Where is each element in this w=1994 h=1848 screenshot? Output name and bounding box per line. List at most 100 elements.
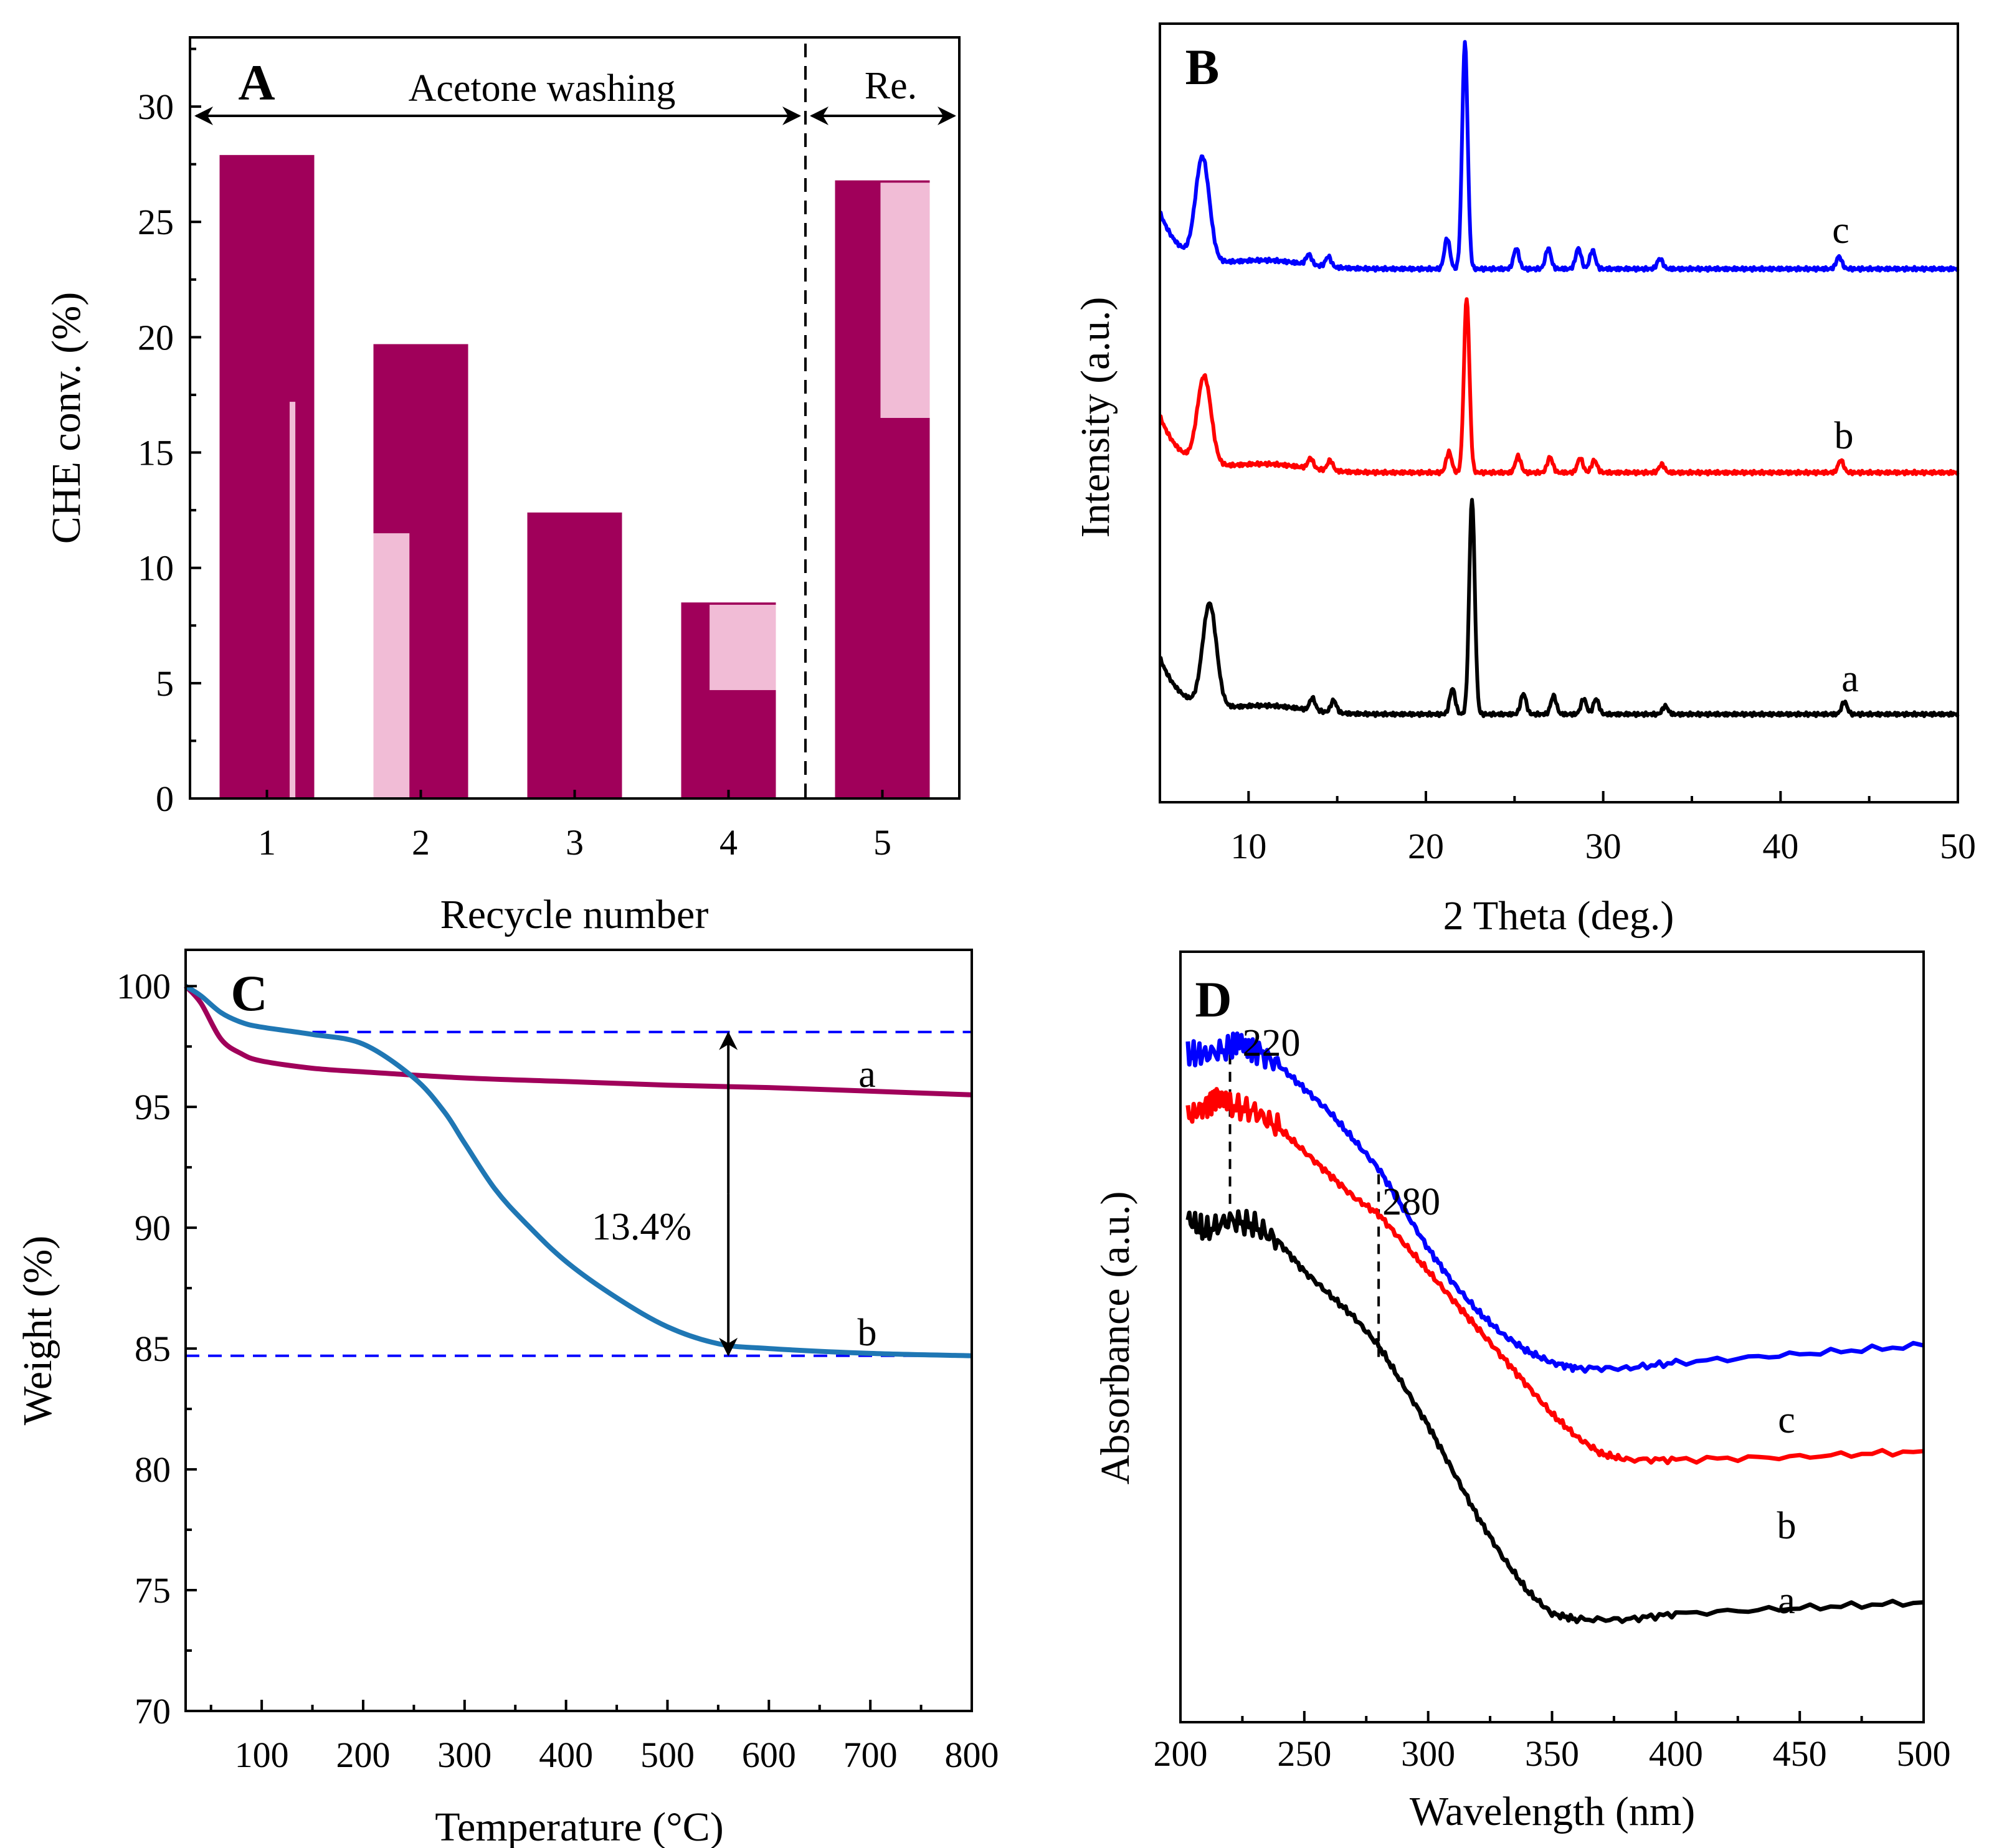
panel-a-x-title: Recycle number: [440, 892, 709, 937]
tga-curve-a: [184, 984, 972, 1097]
y-tick-label-30: 30: [138, 87, 174, 127]
panel-a-x-ticks: 1 2 3 4 5: [258, 790, 891, 863]
curve-label-a: a: [1778, 1580, 1795, 1622]
panel-a-acetone-label: Acetone washing: [409, 67, 676, 110]
y-tick-label-95: 95: [135, 1087, 171, 1127]
y-tick-label-15: 15: [138, 433, 174, 473]
x-tick-label-100: 100: [235, 1735, 289, 1775]
y-tick-label-70: 70: [135, 1691, 171, 1732]
curve-label-c: c: [1832, 209, 1849, 252]
panel-b-letter: B: [1185, 39, 1220, 95]
y-tick-label-20: 20: [138, 317, 174, 358]
x-tick-label-200: 200: [1154, 1733, 1208, 1774]
panel-a-y-ticks: 0 5 10 15 20 25 30: [138, 47, 201, 819]
y-tick-label-0: 0: [156, 779, 174, 819]
y-tick-label-85: 85: [135, 1329, 171, 1369]
panel-b-frame: [1159, 22, 1959, 803]
x-tick-label-450: 450: [1773, 1733, 1827, 1774]
panel-a-bars: [219, 154, 930, 799]
x-tick-label-800: 800: [945, 1735, 999, 1775]
curve-label-b: b: [1777, 1505, 1797, 1547]
curve-label-a: a: [1841, 658, 1859, 700]
panel-a-y-title: CHE conv. (%): [44, 292, 89, 544]
panel-c-x-ticks: 100 200 300 400 500 600 700 800: [209, 1700, 999, 1775]
panel-d-uvvis-chart: 200 250 300 350 400 450 500 D 220 280 ab c Wavel…: [1093, 950, 1951, 1834]
bar-highlight-5-0: [880, 182, 930, 418]
panel-a-re-label: Re.: [865, 65, 917, 107]
x-tick-label-500: 500: [640, 1735, 695, 1775]
panel-c-tga-chart: 70 75 80 85 90 95 100 100 200 300 400 500 600 700 800…: [15, 949, 999, 1848]
panel-b-x-title: 2 Theta (deg.): [1443, 893, 1674, 939]
x-tick-label-600: 600: [742, 1735, 796, 1775]
panel-c-curves: [184, 983, 972, 1358]
bar-recycle-3: [527, 512, 622, 798]
x-tick-label-200: 200: [336, 1735, 390, 1775]
panel-c-letter: C: [230, 965, 267, 1021]
panel-b-curves: [1159, 40, 1960, 718]
panel-c-delta-label: 13.4%: [592, 1206, 691, 1248]
panel-d-y-title: Absorbance (a.u.): [1093, 1192, 1138, 1485]
panel-d-letter: D: [1195, 971, 1232, 1028]
x-tick-label-400: 400: [539, 1735, 593, 1775]
panel-d-marker-labels: 220 280: [1243, 1022, 1441, 1223]
x-tick-label-10: 10: [1230, 826, 1266, 866]
xrd-curve-a: [1159, 498, 1960, 718]
bar-highlight-1-0: [289, 402, 296, 798]
xrd-curve-b: [1159, 297, 1960, 476]
curve-label-a: a: [858, 1053, 876, 1096]
panel-a-letter: A: [238, 54, 275, 111]
x-tick-label-30: 30: [1585, 826, 1621, 866]
y-tick-label-10: 10: [138, 548, 174, 589]
panel-d-marker-lines: [1228, 1054, 1380, 1357]
marker-label-280: 280: [1382, 1181, 1440, 1223]
panel-d-curves: [1185, 1031, 1924, 1624]
bar-recycle-1: [219, 154, 315, 799]
panel-b-xrd-chart: 10 20 30 40 50 B a b c 2 Theta (deg.) Intensit…: [1073, 22, 1976, 939]
y-tick-label-5: 5: [156, 663, 174, 704]
bar-highlight-2-0: [373, 533, 410, 798]
x-tick-label-250: 250: [1277, 1733, 1331, 1774]
x-tick-label-400: 400: [1649, 1733, 1703, 1774]
panel-a-decor: [194, 44, 956, 798]
x-tick-label-4: 4: [719, 822, 738, 863]
x-tick-label-2: 2: [412, 822, 430, 863]
curve-label-c: c: [1778, 1399, 1795, 1441]
x-tick-label-50: 50: [1940, 826, 1976, 866]
curve-label-b: b: [858, 1312, 877, 1354]
y-tick-label-80: 80: [135, 1449, 171, 1490]
panel-c-x-title: Temperature (°C): [435, 1804, 723, 1848]
x-tick-label-300: 300: [437, 1735, 491, 1775]
xrd-curve-c: [1159, 40, 1960, 273]
x-tick-label-500: 500: [1897, 1733, 1951, 1774]
panel-b-x-ticks: 10 20 30 40 50: [1159, 791, 1976, 866]
panel-c-frame: [184, 949, 973, 1712]
panel-c-reference-lines: [186, 1030, 972, 1357]
y-tick-label-90: 90: [135, 1208, 171, 1248]
uv-curve-b: [1185, 1087, 1924, 1466]
y-tick-label-100: 100: [116, 966, 171, 1007]
bar-highlight-4-0: [710, 604, 776, 690]
marker-label-220: 220: [1243, 1022, 1301, 1064]
x-tick-label-40: 40: [1762, 826, 1798, 866]
y-tick-label-25: 25: [138, 202, 174, 242]
x-tick-label-5: 5: [873, 822, 891, 863]
panel-b-curve-labels: a b c: [1832, 209, 1859, 700]
panel-c-y-ticks: 70 75 80 85 90 95 100: [116, 966, 197, 1732]
x-tick-label-20: 20: [1408, 826, 1444, 866]
tga-curve-b: [184, 983, 972, 1358]
x-tick-label-350: 350: [1525, 1733, 1579, 1774]
panel-b-y-title: Intensity (a.u.): [1073, 297, 1118, 538]
panel-c-y-title: Weight (%): [15, 1236, 60, 1425]
x-tick-label-300: 300: [1401, 1733, 1455, 1774]
panel-d-x-ticks: 200 250 300 350 400 450 500: [1154, 1711, 1951, 1774]
uv-curve-a: [1185, 1208, 1924, 1624]
panel-c-curve-labels: ab: [858, 1053, 877, 1354]
x-tick-label-3: 3: [566, 822, 584, 863]
uv-curve-c: [1185, 1031, 1924, 1374]
panel-a-bar-chart: 0 5 10 15 20 25 30 1 2 3 4 5 A Acetone washing Re.…: [44, 36, 961, 937]
panel-d-curve-labels: ab c: [1777, 1399, 1797, 1622]
panel-d-x-title: Wavelength (nm): [1410, 1789, 1695, 1834]
x-tick-label-700: 700: [843, 1735, 898, 1775]
